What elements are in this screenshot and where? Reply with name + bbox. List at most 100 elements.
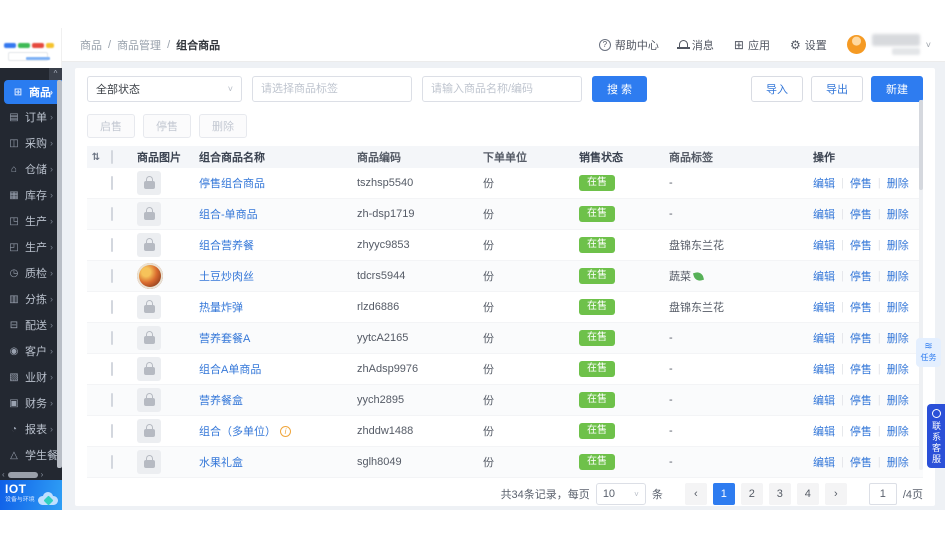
row-action-delete[interactable]: 删除: [886, 426, 909, 438]
keyword-search-input[interactable]: [422, 76, 582, 102]
sidebar-item-production-1[interactable]: ◳ 生产 ›: [9, 215, 53, 229]
product-name-link[interactable]: 热量炸弹: [199, 302, 243, 314]
row-action-edit[interactable]: 编辑: [813, 395, 835, 407]
row-action-stop-sale[interactable]: 停售: [849, 364, 872, 376]
sidebar-item-products[interactable]: ⊞ 商品 ›: [4, 80, 62, 104]
row-action-delete[interactable]: 删除: [886, 457, 909, 469]
row-action-delete[interactable]: 删除: [886, 271, 909, 283]
bulk-stop-sale-button[interactable]: 停售: [143, 114, 191, 138]
page-button-4[interactable]: 4: [796, 483, 819, 505]
page-size-select[interactable]: 10 ˅: [595, 483, 646, 505]
row-action-delete[interactable]: 删除: [886, 178, 909, 190]
create-button[interactable]: 新建: [871, 76, 923, 102]
sidebar-item-quality-check[interactable]: ◷ 质检 ›: [9, 267, 53, 281]
import-button[interactable]: 导入: [751, 76, 803, 102]
row-action-stop-sale[interactable]: 停售: [849, 426, 872, 438]
topbar-help-circle-button[interactable]: ? 帮助中心: [598, 37, 659, 53]
sidebar-item-business-finance[interactable]: ▧ 业财 ›: [9, 371, 53, 385]
row-action-delete[interactable]: 删除: [886, 395, 909, 407]
row-action-delete[interactable]: 删除: [886, 302, 909, 314]
tag-filter-input[interactable]: [252, 76, 412, 102]
sidebar-item-purchase[interactable]: ◫ 采购 ›: [9, 137, 53, 151]
row-action-stop-sale[interactable]: 停售: [849, 271, 872, 283]
product-name-link[interactable]: 组合营养餐: [199, 240, 254, 252]
row-action-delete[interactable]: 删除: [886, 364, 909, 376]
sidebar-item-customers[interactable]: ◉ 客户 ›: [9, 345, 53, 359]
row-action-stop-sale[interactable]: 停售: [849, 209, 872, 221]
info-icon[interactable]: i: [280, 425, 291, 437]
sidebar-item-student-meal[interactable]: △ 学生餐 ›: [0, 442, 62, 468]
row-checkbox[interactable]: [111, 362, 113, 376]
sidebar-scrollbar-horizontal[interactable]: ‹ ›: [0, 470, 56, 479]
topbar-gear-button[interactable]: ⚙ 设置: [789, 37, 827, 52]
row-action-stop-sale[interactable]: 停售: [849, 457, 872, 469]
row-checkbox[interactable]: [111, 238, 113, 252]
prev-page-button[interactable]: ‹: [684, 483, 707, 505]
row-action-edit[interactable]: 编辑: [813, 333, 835, 345]
next-page-button[interactable]: ›: [824, 483, 847, 505]
row-checkbox[interactable]: [111, 331, 113, 345]
page-button-1[interactable]: 1: [712, 483, 735, 505]
sidebar-scrollbar-vertical[interactable]: [57, 80, 62, 468]
export-button[interactable]: 导出: [811, 76, 863, 102]
breadcrumb-item-product-management[interactable]: 商品管理: [117, 39, 162, 52]
product-name-link[interactable]: 营养套餐A: [199, 333, 251, 345]
row-action-delete[interactable]: 删除: [886, 209, 909, 221]
user-menu[interactable]: ˅: [846, 34, 931, 55]
product-name-link[interactable]: 停售组合商品: [199, 178, 265, 190]
sidebar-collapse-icon[interactable]: ^: [49, 68, 62, 80]
row-checkbox[interactable]: [111, 424, 113, 438]
scrollbar-thumb[interactable]: [7, 471, 38, 478]
row-checkbox[interactable]: [111, 300, 113, 314]
scroll-left-icon[interactable]: ‹: [2, 470, 5, 479]
app-logo[interactable]: [0, 28, 62, 68]
search-button[interactable]: 搜 索: [592, 76, 648, 102]
row-action-delete[interactable]: 删除: [886, 240, 909, 252]
row-action-stop-sale[interactable]: 停售: [849, 395, 872, 407]
row-action-edit[interactable]: 编辑: [813, 364, 835, 376]
topbar-bell-button[interactable]: 消息: [676, 37, 714, 53]
row-checkbox[interactable]: [111, 455, 113, 469]
status-select[interactable]: 全部状态 ˅: [87, 76, 242, 102]
row-action-edit[interactable]: 编辑: [813, 426, 835, 438]
sidebar-item-delivery[interactable]: ⊟ 配送 ›: [9, 319, 53, 333]
contact-service-button[interactable]: 联系客服: [927, 404, 945, 468]
product-name-link[interactable]: 营养餐盒: [199, 395, 243, 407]
breadcrumb-item-products[interactable]: 商品: [80, 39, 102, 52]
product-photo[interactable]: [137, 263, 163, 289]
row-action-edit[interactable]: 编辑: [813, 302, 835, 314]
row-checkbox[interactable]: [111, 207, 113, 221]
scroll-right-icon[interactable]: ›: [40, 470, 44, 479]
tasks-flyout-button[interactable]: ≋ 任务: [916, 338, 941, 367]
topbar-apps-button[interactable]: ⊞ 应用: [733, 37, 770, 52]
row-action-edit[interactable]: 编辑: [813, 271, 835, 283]
product-name-link[interactable]: 水果礼盒: [199, 457, 243, 469]
row-action-delete[interactable]: 删除: [886, 333, 909, 345]
row-action-edit[interactable]: 编辑: [813, 240, 835, 252]
row-action-edit[interactable]: 编辑: [813, 178, 835, 190]
sidebar-item-inventory[interactable]: ▦ 库存 ›: [9, 189, 53, 203]
sidebar-item-production-2[interactable]: ◰ 生产 ›: [9, 241, 53, 255]
row-action-stop-sale[interactable]: 停售: [849, 302, 872, 314]
bulk-delete-button[interactable]: 删除: [199, 114, 247, 138]
bulk-start-sale-button[interactable]: 启售: [87, 114, 135, 138]
row-action-stop-sale[interactable]: 停售: [849, 178, 872, 190]
row-checkbox[interactable]: [111, 176, 113, 190]
sidebar-item-sorting[interactable]: ▥ 分拣 ›: [9, 293, 53, 307]
content-scrollbar[interactable]: [919, 100, 923, 470]
row-action-stop-sale[interactable]: 停售: [849, 240, 872, 252]
sort-icon[interactable]: ⇅: [91, 151, 101, 163]
product-name-link[interactable]: 组合（多单位）: [199, 426, 276, 438]
sidebar-item-reports[interactable]: ◔ 报表 ›: [0, 416, 62, 442]
iot-panel-button[interactable]: IOT 设备与环境: [0, 480, 62, 510]
row-action-edit[interactable]: 编辑: [813, 209, 835, 221]
row-action-edit[interactable]: 编辑: [813, 457, 835, 469]
row-checkbox[interactable]: [111, 393, 113, 407]
sidebar-item-warehouse[interactable]: ⌂ 仓储 ›: [0, 156, 62, 182]
page-button-3[interactable]: 3: [768, 483, 791, 505]
sidebar-item-finance[interactable]: ▣ 财务 ›: [9, 397, 53, 411]
product-name-link[interactable]: 组合-单商品: [199, 209, 258, 221]
page-jump-input[interactable]: 1: [868, 483, 897, 505]
row-action-stop-sale[interactable]: 停售: [849, 333, 872, 345]
select-all-checkbox[interactable]: [111, 150, 113, 164]
